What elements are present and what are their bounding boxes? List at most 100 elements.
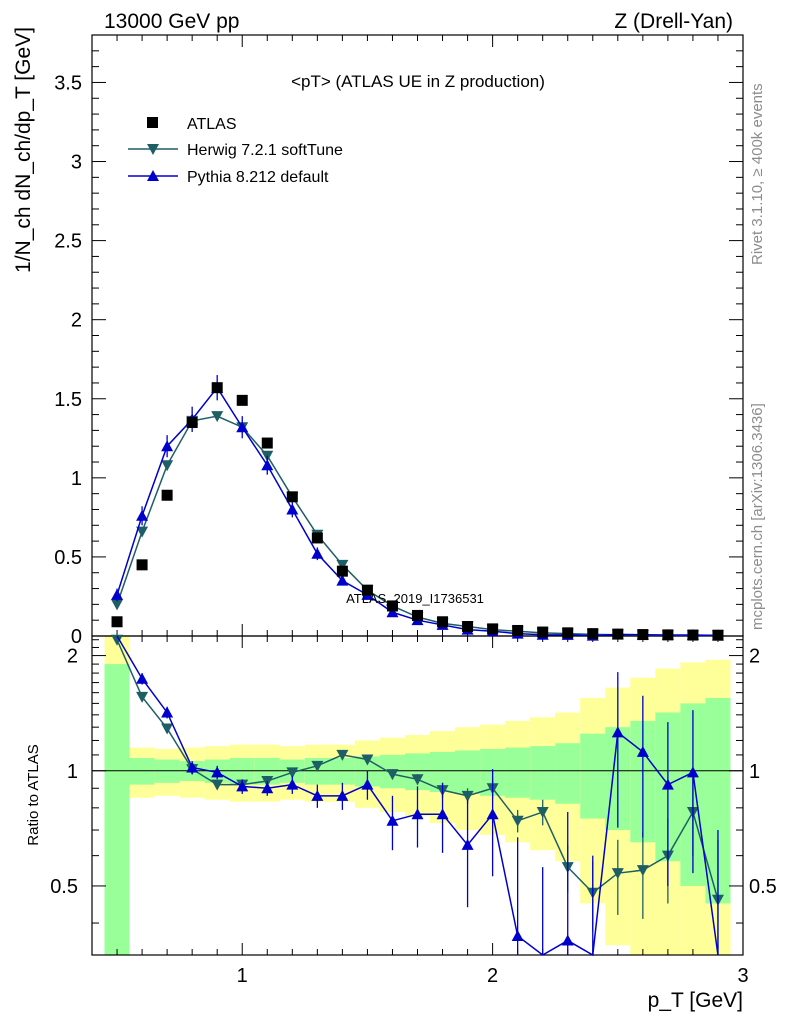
atlas-data-point: [462, 621, 474, 633]
pythia-main-point: [161, 440, 174, 452]
ratio-band-inner: [555, 743, 581, 804]
atlas-data-point: [136, 559, 148, 571]
y-tick-label: 1: [71, 468, 82, 490]
pythia-ratio-point: [686, 766, 699, 778]
ratio-band-inner: [530, 746, 556, 800]
herwig-main-point: [111, 599, 124, 611]
herwig-ratio-point: [161, 723, 174, 735]
herwig-ratio-point: [536, 807, 549, 819]
atlas-data-point: [637, 629, 649, 641]
pythia-ratio-point: [261, 782, 274, 794]
atlas-data-point: [386, 600, 398, 612]
legend-marker-herwig: [147, 144, 159, 155]
herwig-ratio-point: [211, 779, 224, 791]
rivet-label: Rivet 3.1.10, ≥ 400k events: [749, 83, 766, 265]
pythia-main-point: [311, 547, 324, 559]
ratio-y-tick-label: 0.5: [749, 876, 777, 898]
x-axis-label: p_T [GeV]: [648, 989, 743, 1012]
pythia-main-point: [386, 606, 399, 618]
legend-label-pythia: Pythia 8.212 default: [187, 169, 329, 186]
ratio-y-tick-label: 2: [67, 646, 78, 668]
y-tick-label: 2.5: [54, 231, 82, 253]
herwig-ratio-point: [461, 790, 474, 802]
x-tick-label: 3: [737, 965, 748, 987]
x-tick-label: 2: [487, 965, 498, 987]
pythia-ratio-point: [136, 672, 149, 684]
y-tick-label: 1.5: [54, 389, 82, 411]
pythia-ratio-point: [236, 780, 249, 792]
atlas-data-point: [336, 565, 348, 577]
herwig-ratio-point: [386, 769, 399, 781]
pythia-main-point: [111, 588, 124, 600]
y-tick-label: 0: [71, 626, 82, 648]
atlas-data-point: [487, 623, 499, 635]
y-tick-label: 3.5: [54, 72, 82, 94]
ratio-band-inner: [455, 750, 481, 794]
atlas-data-point: [562, 627, 574, 639]
legend: ATLAS Herwig 7.2.1 softTune Pythia 8.212…: [128, 116, 343, 186]
analysis-watermark: ATLAS_2019_I1736531: [346, 591, 484, 606]
pythia-ratio-point: [636, 745, 649, 757]
ratio-band-inner: [329, 757, 355, 785]
herwig-ratio-point: [111, 634, 124, 646]
mcplots-label: mcplots.cern.ch [arXiv:1306.3436]: [749, 403, 766, 630]
ratio-y-tick-label: 0.5: [50, 876, 78, 898]
atlas-data-point: [412, 609, 423, 621]
pythia-ratio-point: [311, 789, 324, 801]
herwig-main-point: [211, 411, 224, 423]
pythia-ratio-point: [336, 789, 349, 801]
ratio-y-tick-label: 1: [749, 761, 760, 783]
pythia-ratio-point: [561, 934, 574, 946]
pythia-main-point: [236, 421, 249, 433]
ratio-band-inner: [580, 733, 606, 819]
legend-label-atlas: ATLAS: [187, 116, 237, 133]
ratio-band-inner: [104, 664, 130, 955]
atlas-data-point: [286, 491, 298, 503]
atlas-data-point: [687, 629, 699, 641]
pythia-ratio-point: [511, 929, 524, 941]
pythia-ratio-point: [436, 808, 449, 820]
atlas-data-point: [161, 489, 173, 501]
ratio-band-inner: [505, 747, 531, 798]
y-tick-label: 2: [71, 310, 82, 332]
herwig-ratio-point: [361, 754, 374, 766]
pythia-ratio-point: [411, 808, 424, 820]
herwig-ratio-point: [311, 760, 324, 772]
herwig-main-point: [136, 526, 149, 538]
atlas-data-point: [437, 616, 449, 628]
header-right: Z (Drell-Yan): [614, 10, 733, 33]
atlas-data-point: [211, 382, 223, 394]
atlas-data-point: [537, 626, 549, 638]
atlas-data-point: [186, 416, 198, 428]
atlas-data-point: [612, 628, 624, 640]
pythia-ratio-point: [286, 778, 299, 790]
herwig-main-point: [336, 559, 349, 571]
legend-label-herwig: Herwig 7.2.1 softTune: [187, 142, 343, 159]
pythia-ratio-point: [661, 778, 674, 790]
pythia-ratio-point: [161, 706, 174, 718]
pythia-main-point: [286, 503, 299, 515]
ratio-y-axis-label: Ratio to ATLAS: [25, 744, 42, 845]
pythia-ratio-point: [386, 814, 399, 826]
data-series: [111, 375, 724, 957]
atlas-data-point: [662, 629, 674, 641]
legend-marker-pythia: [147, 170, 159, 181]
herwig-ratio-point: [286, 767, 299, 779]
y-axis-label: 1/N_ch dN_ch/dp_T [GeV]: [12, 27, 35, 273]
pythia-ratio-point: [486, 808, 499, 820]
y-tick-label: 3: [71, 152, 82, 174]
ratio-band-inner: [129, 757, 155, 785]
atlas-data-point: [712, 629, 724, 641]
x-tick-label: 1: [237, 965, 248, 987]
atlas-data-point: [111, 616, 123, 628]
pythia-ratio-point: [211, 766, 224, 778]
herwig-ratio-point: [411, 774, 424, 786]
pythia-ratio-point: [461, 838, 474, 850]
herwig-ratio-point: [611, 868, 624, 880]
pythia-main-point: [336, 574, 349, 586]
herwig-ratio-point: [511, 815, 524, 827]
plot-title: <pT> (ATLAS UE in Z production): [291, 72, 545, 91]
ratio-y-tick-label: 1: [67, 761, 78, 783]
pythia-ratio-point: [361, 778, 374, 790]
